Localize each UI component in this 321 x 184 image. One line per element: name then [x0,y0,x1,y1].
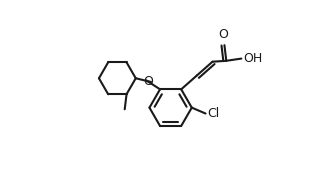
Text: O: O [219,28,229,41]
Text: OH: OH [243,52,262,65]
Text: O: O [144,75,153,89]
Text: Cl: Cl [207,107,219,120]
